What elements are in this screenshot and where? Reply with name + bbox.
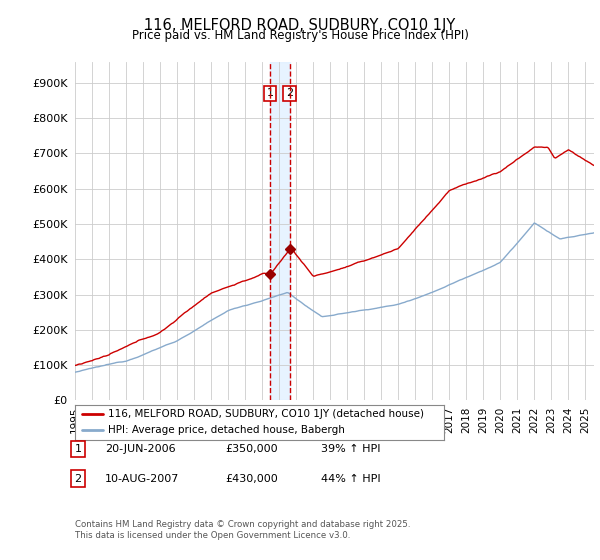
Text: Contains HM Land Registry data © Crown copyright and database right 2025.: Contains HM Land Registry data © Crown c… <box>75 520 410 529</box>
Text: £430,000: £430,000 <box>225 474 278 484</box>
Text: HPI: Average price, detached house, Babergh: HPI: Average price, detached house, Babe… <box>108 425 345 435</box>
Text: 1: 1 <box>266 88 274 99</box>
Text: 10-AUG-2007: 10-AUG-2007 <box>105 474 179 484</box>
Text: 2: 2 <box>286 88 293 99</box>
Text: 2: 2 <box>74 474 82 484</box>
Text: 116, MELFORD ROAD, SUDBURY, CO10 1JY (detached house): 116, MELFORD ROAD, SUDBURY, CO10 1JY (de… <box>108 409 424 419</box>
Text: This data is licensed under the Open Government Licence v3.0.: This data is licensed under the Open Gov… <box>75 531 350 540</box>
Text: 20-JUN-2006: 20-JUN-2006 <box>105 444 176 454</box>
Bar <box>270 62 290 400</box>
Text: Price paid vs. HM Land Registry's House Price Index (HPI): Price paid vs. HM Land Registry's House … <box>131 29 469 42</box>
Text: 39% ↑ HPI: 39% ↑ HPI <box>321 444 380 454</box>
Text: 116, MELFORD ROAD, SUDBURY, CO10 1JY: 116, MELFORD ROAD, SUDBURY, CO10 1JY <box>145 18 455 33</box>
Text: 44% ↑ HPI: 44% ↑ HPI <box>321 474 380 484</box>
Text: £350,000: £350,000 <box>225 444 278 454</box>
Text: 1: 1 <box>74 444 82 454</box>
